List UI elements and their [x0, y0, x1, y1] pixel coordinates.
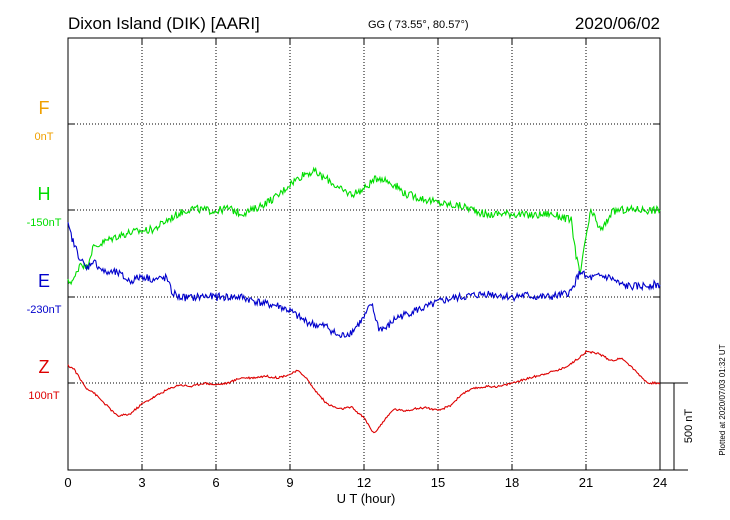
- series-baseline-h: -150nT: [27, 217, 62, 229]
- grid-lines: [68, 38, 660, 470]
- x-tick-label: 15: [431, 475, 445, 490]
- series-labels: F 0nT H -150nT E -230nT Z 100nT: [27, 98, 62, 402]
- station-title: Dixon Island (DIK) [AARI]: [68, 14, 260, 33]
- station-coords: GG ( 73.55°, 80.57°): [368, 19, 469, 31]
- series-line-z: [67, 350, 661, 434]
- x-tick-label: 24: [653, 475, 667, 490]
- x-tick-label: 12: [357, 475, 371, 490]
- series-name-e: E: [38, 271, 50, 291]
- series-baseline-f: 0nT: [35, 131, 54, 143]
- plotted-at-note: Plotted at 2020/07/03 01:32 UT: [718, 344, 727, 455]
- date-label: 2020/06/02: [575, 14, 660, 33]
- x-tick-label: 6: [212, 475, 219, 490]
- x-axis-label: U T (hour): [337, 491, 396, 506]
- series-name-h: H: [38, 184, 51, 204]
- x-tick-label: 18: [505, 475, 519, 490]
- series-name-z: Z: [39, 357, 50, 377]
- series-baseline-z: 100nT: [28, 390, 59, 402]
- x-tick-label: 9: [286, 475, 293, 490]
- series-name-f: F: [39, 98, 50, 118]
- scale-bar-label: 500 nT: [683, 409, 695, 444]
- series-baseline-e: -230nT: [27, 304, 62, 316]
- series-lines: [67, 166, 661, 434]
- x-tick-label: 0: [64, 475, 71, 490]
- series-line-e: [67, 222, 661, 339]
- scale-bar: 500 nT: [660, 382, 695, 471]
- x-tick-label: 3: [138, 475, 145, 490]
- x-axis-ticks: 0 3 6 9 12 15 18 21 24: [64, 38, 667, 490]
- series-line-h: [67, 166, 661, 286]
- x-tick-label: 21: [579, 475, 593, 490]
